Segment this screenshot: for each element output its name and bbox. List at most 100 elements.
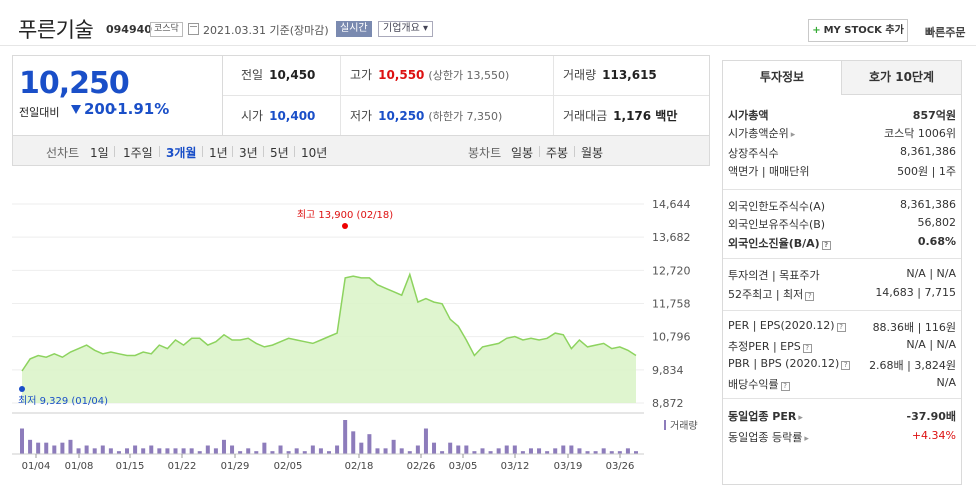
info-row-label: 배당수익률? <box>728 376 790 392</box>
quote-info-table: 전일 10,450 고가 10,550 (상한가 13,550) 거래량 113,615… <box>222 55 710 136</box>
volume-bar <box>512 445 517 454</box>
volume-bar <box>496 448 501 454</box>
info-row-value: 14,683 | 7,715 <box>875 286 956 299</box>
panel-divider <box>723 398 961 399</box>
volume-bar <box>230 445 235 454</box>
candle-monthly[interactable]: 월봉 <box>581 146 604 160</box>
info-row-label: 상장주식수 <box>728 147 779 160</box>
info-row-label: 액면가 | 매매단위 <box>728 165 810 178</box>
info-row: 상장주식수 8,361,386 <box>728 145 956 163</box>
max-marker <box>342 223 348 229</box>
volume-bar <box>133 445 138 454</box>
low-cell: 저가 10,250 (하한가 7,350) <box>350 109 503 123</box>
info-row-label: PBR | BPS (2020.12)? <box>728 357 851 370</box>
info-row: PER | EPS(2020.12)? 88.36배 | 116원 <box>728 319 956 337</box>
plus-icon: + <box>812 25 821 36</box>
upper-limit: (상한가 13,550) <box>428 69 510 82</box>
period-10y[interactable]: 10년 <box>301 146 328 160</box>
stock-header: 푸른기술 094940 코스닥 2021.03.31 기준(장마감) 실시간 기… <box>0 0 976 46</box>
quick-order-button[interactable]: 빠른주문 <box>925 26 966 39</box>
help-icon[interactable]: ? <box>780 382 790 391</box>
tab-orderbook[interactable]: 호가 10단계 <box>842 61 961 95</box>
volume-bar <box>399 448 404 454</box>
help-icon[interactable]: ? <box>841 361 851 370</box>
info-row-value: -37.90배 <box>906 410 956 423</box>
tab-investment-info[interactable]: 투자정보 <box>723 61 842 95</box>
volume-bar <box>294 448 299 454</box>
candle-daily[interactable]: 일봉 <box>511 146 534 160</box>
period-5y[interactable]: 5년 <box>270 146 289 160</box>
volume-legend-mark <box>664 420 666 430</box>
volume-bar <box>553 448 558 454</box>
price-line <box>21 272 637 372</box>
volume-bar <box>221 439 226 454</box>
price-chart[interactable]: 14,644 13,682 12,720 11,758 10,796 9,834 8,872… <box>12 166 710 485</box>
y-tick-label: 9,834 <box>652 364 684 377</box>
period-3y[interactable]: 3년 <box>239 146 258 160</box>
volume-bar <box>472 451 477 454</box>
volume-bar <box>327 451 331 454</box>
help-icon[interactable]: ? <box>802 344 812 353</box>
high-cell: 고가 10,550 (상한가 13,550) <box>350 68 510 82</box>
volume-bar <box>569 445 574 454</box>
info-row: 52주최고 | 최저? 14,683 | 7,715 <box>728 286 956 304</box>
volume-bar <box>488 451 493 454</box>
open-value: 10,400 <box>269 109 316 123</box>
volume-bar <box>141 448 146 454</box>
candle-weekly[interactable]: 주봉 <box>546 146 569 160</box>
volume-bar <box>149 445 154 454</box>
volume-bar <box>76 448 81 454</box>
info-row-label[interactable]: 시가총액순위 ▸ <box>728 127 796 140</box>
period-bar: 선차트 1일 1주일 3개월 1년 3년 5년 10년 봉차트 일봉 주봉 월봉 <box>12 136 710 166</box>
info-row-value: 88.36배 | 116원 <box>872 321 956 334</box>
info-row-value: 500원 | 1주 <box>897 165 956 178</box>
volume-bar <box>561 445 566 454</box>
info-row-label[interactable]: 동일업종 PER ▸ <box>728 410 803 423</box>
info-row-value: 56,802 <box>917 216 957 229</box>
period-1d[interactable]: 1일 <box>90 146 109 160</box>
volume-bar <box>391 439 396 454</box>
info-row-label[interactable]: 동일업종 등락률 ▸ <box>728 431 809 444</box>
volume-bar <box>318 448 323 454</box>
info-row-value: 2.68배 | 3,824원 <box>869 359 956 372</box>
info-row: 동일업종 등락률 ▸ +4.34% <box>728 429 956 447</box>
mystock-add-button[interactable]: + MY STOCK 추가 <box>808 19 908 42</box>
volume-bar <box>28 439 33 454</box>
realtime-button[interactable]: 실시간 <box>336 21 372 37</box>
help-icon[interactable]: ? <box>805 292 815 301</box>
volume-bar <box>415 445 420 454</box>
volume-bar <box>480 448 485 454</box>
volume-bar <box>36 442 41 454</box>
panel-divider <box>723 310 961 311</box>
help-icon[interactable]: ? <box>836 323 846 332</box>
y-tick-label: 13,682 <box>652 231 691 244</box>
volume-bar <box>351 431 356 454</box>
volume-bar <box>537 448 542 454</box>
volume-bar <box>609 451 614 454</box>
volume-bar <box>310 445 315 454</box>
volume-bar <box>383 448 388 454</box>
x-tick-label: 02/05 <box>274 461 303 472</box>
candle-chart-label: 봉차트 <box>468 146 502 160</box>
period-1w[interactable]: 1주일 <box>123 146 153 160</box>
volume-bar <box>100 445 105 454</box>
period-1y[interactable]: 1년 <box>209 146 228 160</box>
period-3m[interactable]: 3개월 <box>166 146 197 160</box>
volume-bar <box>634 451 638 454</box>
volume-bar <box>189 448 194 454</box>
info-row-label: 시가총액 <box>728 109 769 122</box>
volume-bar <box>84 445 89 454</box>
volume-bar <box>440 451 445 454</box>
volume-bar <box>585 451 590 454</box>
info-row: 배당수익률? N/A <box>728 376 956 394</box>
volume-bar <box>60 442 65 454</box>
volume-bar <box>262 442 267 454</box>
price-chart-svg: 14,644 13,682 12,720 11,758 10,796 9,834 8,872… <box>12 198 698 472</box>
volume-bar <box>157 448 162 454</box>
high-value: 10,550 <box>378 68 425 82</box>
chevron-right-icon: ▸ <box>790 130 796 140</box>
info-row: 액면가 | 매매단위 500원 | 1주 <box>728 163 956 181</box>
info-row: 투자의견 | 목표주가 N/A | N/A <box>728 267 956 285</box>
company-overview-button[interactable]: 기업개요 ▾ <box>378 21 433 37</box>
help-icon[interactable]: ? <box>821 241 831 250</box>
